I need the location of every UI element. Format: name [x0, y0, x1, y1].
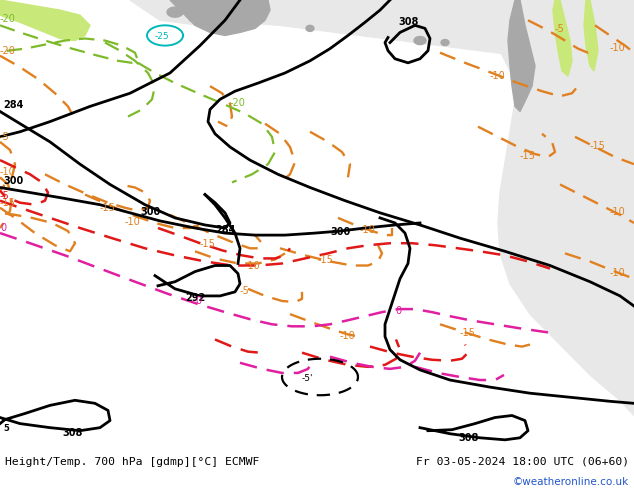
Text: -10: -10 [125, 217, 141, 227]
Text: -20: -20 [230, 98, 246, 108]
Polygon shape [508, 0, 535, 112]
Text: 0: 0 [195, 296, 201, 306]
Polygon shape [480, 0, 634, 416]
Text: -10: -10 [360, 225, 376, 235]
Text: 284: 284 [3, 100, 23, 110]
Text: -15: -15 [590, 141, 606, 151]
Text: -20: -20 [0, 46, 16, 56]
Polygon shape [553, 0, 572, 76]
Polygon shape [584, 0, 598, 71]
Text: -5: -5 [555, 24, 565, 34]
Text: 300: 300 [3, 176, 23, 186]
Text: -10: -10 [610, 207, 626, 217]
Text: -10: -10 [340, 332, 356, 342]
Polygon shape [0, 0, 90, 41]
Text: -25: -25 [155, 31, 170, 41]
Polygon shape [306, 25, 314, 31]
Text: 308: 308 [458, 433, 479, 443]
Text: -5: -5 [0, 132, 10, 142]
Text: -10: -10 [610, 268, 626, 278]
Text: 0: 0 [395, 306, 401, 316]
Text: -15: -15 [0, 198, 16, 208]
Text: -15: -15 [318, 255, 334, 266]
Text: -15: -15 [460, 328, 476, 339]
Polygon shape [240, 23, 250, 28]
Text: 300: 300 [140, 207, 160, 217]
Text: -10: -10 [490, 71, 506, 81]
Polygon shape [170, 0, 270, 35]
Text: -10: -10 [0, 167, 16, 177]
Text: Height/Temp. 700 hPa [gdmp][°C] ECMWF: Height/Temp. 700 hPa [gdmp][°C] ECMWF [5, 457, 259, 467]
Polygon shape [167, 7, 183, 17]
Text: Fr 03-05-2024 18:00 UTC (06+60): Fr 03-05-2024 18:00 UTC (06+60) [416, 457, 629, 467]
Text: 308: 308 [62, 428, 82, 438]
Polygon shape [195, 0, 235, 15]
Text: -15: -15 [520, 151, 536, 161]
Polygon shape [441, 40, 449, 46]
Polygon shape [189, 14, 201, 22]
Text: -10: -10 [610, 43, 626, 52]
Text: -5': -5' [302, 374, 313, 383]
Polygon shape [130, 0, 634, 73]
Text: -20: -20 [0, 14, 16, 24]
Text: 284: 284 [215, 225, 235, 235]
Polygon shape [414, 36, 426, 45]
Text: -5: -5 [240, 286, 250, 296]
Text: -5: -5 [0, 191, 10, 200]
Text: -15: -15 [200, 239, 216, 249]
Text: -10: -10 [245, 261, 261, 270]
Text: 308: 308 [398, 17, 418, 27]
Text: 5: 5 [3, 424, 9, 433]
Text: 300: 300 [330, 227, 350, 237]
Text: 292: 292 [185, 293, 205, 303]
Text: ©weatheronline.co.uk: ©weatheronline.co.uk [513, 477, 629, 487]
Text: -15: -15 [100, 203, 116, 213]
Text: 0: 0 [0, 223, 6, 233]
